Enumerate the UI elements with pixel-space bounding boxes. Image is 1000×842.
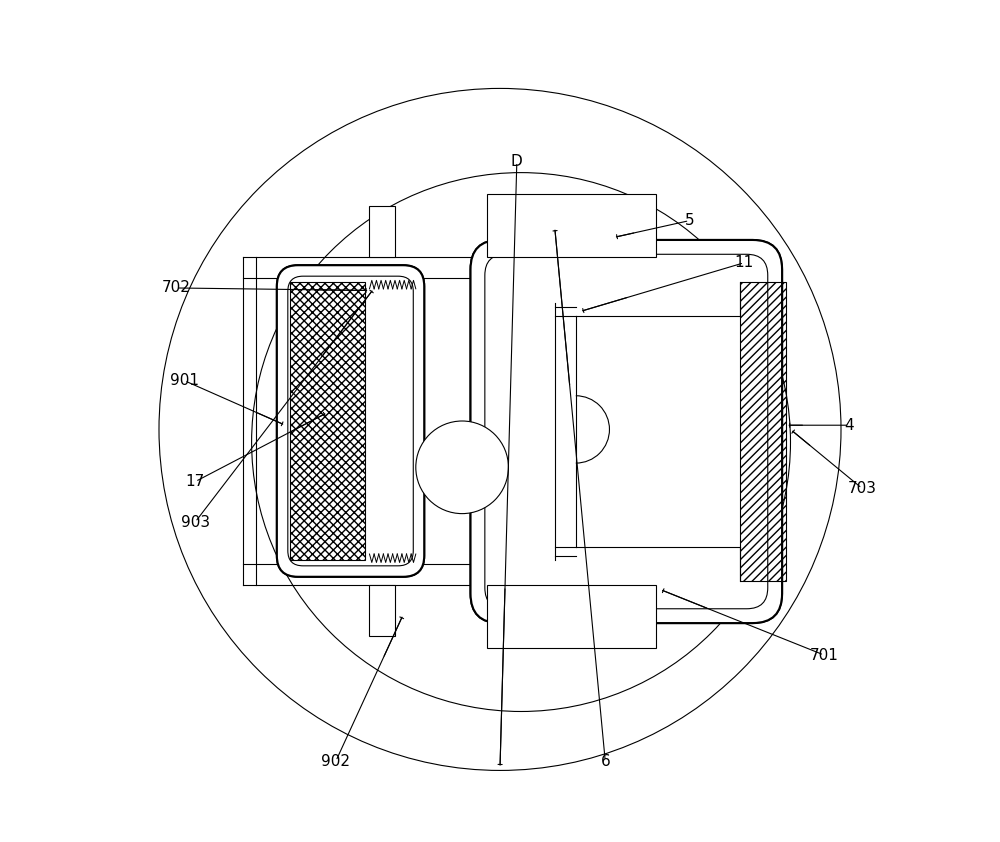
FancyBboxPatch shape (485, 254, 768, 609)
Circle shape (159, 88, 841, 770)
Text: 6: 6 (600, 754, 610, 769)
Bar (487, 585, 656, 648)
FancyBboxPatch shape (288, 276, 413, 566)
FancyBboxPatch shape (288, 276, 413, 566)
Bar (290, 282, 365, 560)
Text: 903: 903 (181, 514, 210, 530)
FancyBboxPatch shape (277, 265, 424, 577)
Bar (487, 194, 656, 257)
Circle shape (416, 421, 508, 514)
FancyBboxPatch shape (471, 240, 782, 623)
Text: 17: 17 (186, 474, 205, 489)
Bar (369, 206, 395, 257)
Text: 901: 901 (170, 373, 199, 388)
FancyBboxPatch shape (485, 254, 768, 609)
Bar (740, 282, 786, 581)
Text: 5: 5 (685, 213, 694, 228)
Text: 702: 702 (161, 280, 190, 296)
Bar (369, 585, 395, 636)
Text: 701: 701 (810, 647, 839, 663)
Text: D: D (511, 154, 523, 169)
Text: 703: 703 (848, 481, 877, 496)
Text: 11: 11 (735, 255, 754, 270)
Text: 4: 4 (845, 418, 854, 433)
Text: 902: 902 (321, 754, 350, 769)
